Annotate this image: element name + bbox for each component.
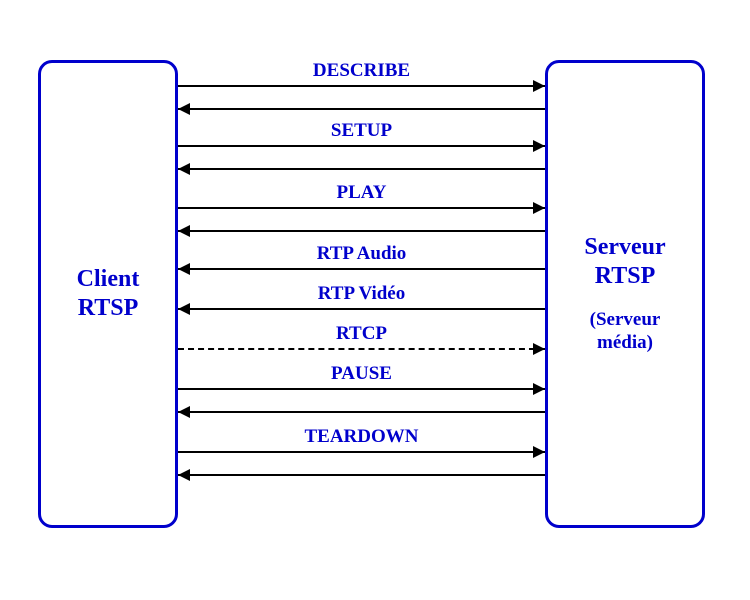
arrow-line <box>178 388 545 390</box>
arrowhead-left-icon <box>178 469 190 481</box>
arrowhead-right-icon <box>533 202 545 214</box>
arrowhead-left-icon <box>178 225 190 237</box>
diagram-canvas: Client RTSP Serveur RTSP (Serveur média)… <box>0 0 750 600</box>
message-label: PLAY <box>337 182 387 204</box>
server-subtitle: (Serveur média) <box>590 309 661 355</box>
arrowhead-right-icon <box>533 140 545 152</box>
server-title-line2: RTSP <box>595 263 656 289</box>
arrow-line <box>178 474 545 476</box>
client-title-line2: RTSP <box>78 295 139 321</box>
message-label: RTCP <box>336 323 387 345</box>
server-title: Serveur RTSP <box>584 233 665 291</box>
arrowhead-right-icon <box>533 80 545 92</box>
arrow-line <box>178 230 545 232</box>
arrow-line <box>178 85 545 87</box>
message-label: DESCRIBE <box>313 60 410 82</box>
arrowhead-left-icon <box>178 303 190 315</box>
message-label: SETUP <box>331 120 392 142</box>
arrow-line <box>178 108 545 110</box>
client-box: Client RTSP <box>38 60 178 528</box>
server-title-line1: Serveur <box>584 234 665 260</box>
arrow-line <box>178 268 545 270</box>
message-label: RTP Audio <box>317 243 407 265</box>
message-label: RTP Vidéo <box>318 283 406 305</box>
arrow-line <box>178 451 545 453</box>
arrow-line <box>178 145 545 147</box>
arrowhead-left-icon <box>178 263 190 275</box>
arrowhead-left-icon <box>178 406 190 418</box>
arrowhead-right-icon <box>533 343 545 355</box>
message-label: TEARDOWN <box>304 426 418 448</box>
client-title-line1: Client <box>77 266 140 292</box>
arrowhead-right-icon <box>533 446 545 458</box>
server-subtitle-line2: média) <box>597 332 653 353</box>
arrow-line <box>178 207 545 209</box>
arrow-line <box>178 308 545 310</box>
server-box: Serveur RTSP (Serveur média) <box>545 60 705 528</box>
arrow-line <box>178 168 545 170</box>
message-label: PAUSE <box>331 363 392 385</box>
server-subtitle-line1: (Serveur <box>590 309 661 330</box>
arrowhead-left-icon <box>178 163 190 175</box>
arrow-line <box>178 348 545 350</box>
arrowhead-left-icon <box>178 103 190 115</box>
arrow-line <box>178 411 545 413</box>
arrowhead-right-icon <box>533 383 545 395</box>
client-title: Client RTSP <box>77 265 140 323</box>
